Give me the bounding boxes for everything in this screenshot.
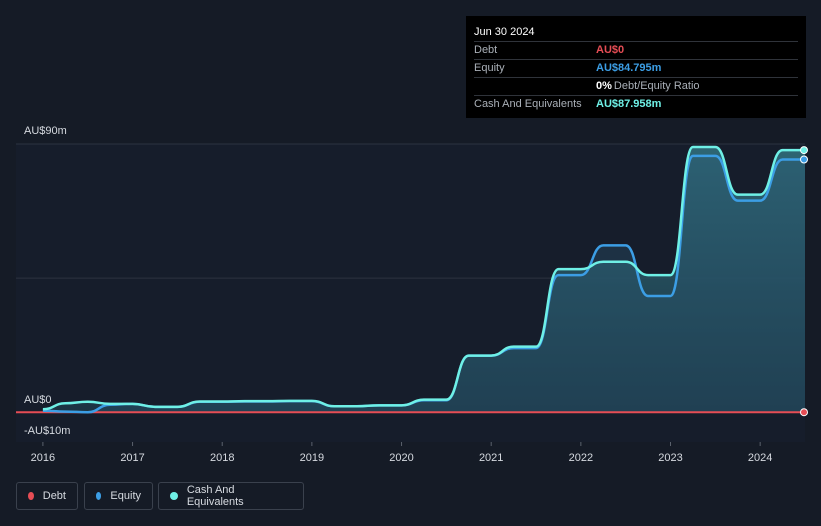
tooltip-ratio-label	[474, 78, 596, 95]
x-tick-label: 2022	[569, 452, 593, 464]
debt-legend-dot	[28, 492, 34, 500]
tooltip-row-cash: Cash And Equivalents AU$87.958m	[474, 95, 798, 113]
end-markers	[800, 146, 808, 417]
tooltip-equity-label: Equity	[474, 62, 505, 74]
x-tick-label: 2024	[748, 452, 772, 464]
x-tick-label: 2016	[31, 452, 55, 464]
legend-item-debt[interactable]: Debt	[16, 482, 78, 510]
x-tick-label: 2018	[210, 452, 234, 464]
series-lines	[16, 145, 805, 414]
cash-legend-dot	[170, 492, 178, 500]
x-tick-label: 2023	[658, 452, 682, 464]
tooltip-row-debt: Debt AU$0	[474, 41, 798, 59]
cash-area	[42, 146, 806, 413]
tooltip-equity-value: AU$84.795m	[596, 62, 662, 74]
x-tick-label: 2019	[300, 452, 324, 464]
x-tick-label: 2021	[479, 452, 503, 464]
tooltip-debt-label: Debt	[474, 44, 498, 56]
tooltip-cash-value: AU$87.958m	[596, 98, 662, 110]
tooltip-ratio-caption: Debt/Equity Ratio	[613, 80, 700, 92]
y-axis-labels: AU$90m AU$0 -AU$10m	[24, 125, 70, 437]
equity-area	[42, 155, 806, 413]
y-tick-label: AU$0	[24, 394, 52, 406]
legend-equity-label: Equity	[110, 490, 141, 502]
legend-cash-label: Cash And Equivalents	[186, 484, 244, 508]
x-tick-label: 2020	[389, 452, 413, 464]
equity-end-marker	[800, 155, 808, 164]
series-areas	[42, 146, 806, 413]
tooltip-ratio-value: 0%	[596, 80, 612, 92]
cash-line	[42, 145, 805, 411]
tooltip-debt-value: AU$0	[596, 44, 625, 56]
tooltip: Jun 30 2024 Debt AU$0 Equity AU$84.795m …	[466, 16, 806, 118]
x-axis-labels: 2016 2017 2018 2019 2020 2021 2022 2023 2024	[31, 442, 772, 464]
y-tick-label: AU$90m	[24, 125, 67, 137]
tooltip-cash-label: Cash And Equivalents	[474, 98, 582, 110]
tooltip-row-ratio: 0% Debt/Equity Ratio	[474, 77, 798, 95]
legend-item-cash[interactable]: Cash And Equivalents	[158, 482, 304, 510]
y-tick-label: -AU$10m	[24, 425, 70, 437]
debt-end-marker	[800, 408, 808, 417]
equity-legend-dot	[96, 492, 102, 500]
legend-debt-label: Debt	[42, 490, 66, 502]
legend-item-equity[interactable]: Equity	[84, 482, 153, 510]
tooltip-row-equity: Equity AU$84.795m	[474, 59, 798, 77]
cash-end-marker	[800, 146, 808, 155]
tooltip-date: Jun 30 2024	[474, 26, 535, 38]
x-tick-label: 2017	[120, 452, 144, 464]
